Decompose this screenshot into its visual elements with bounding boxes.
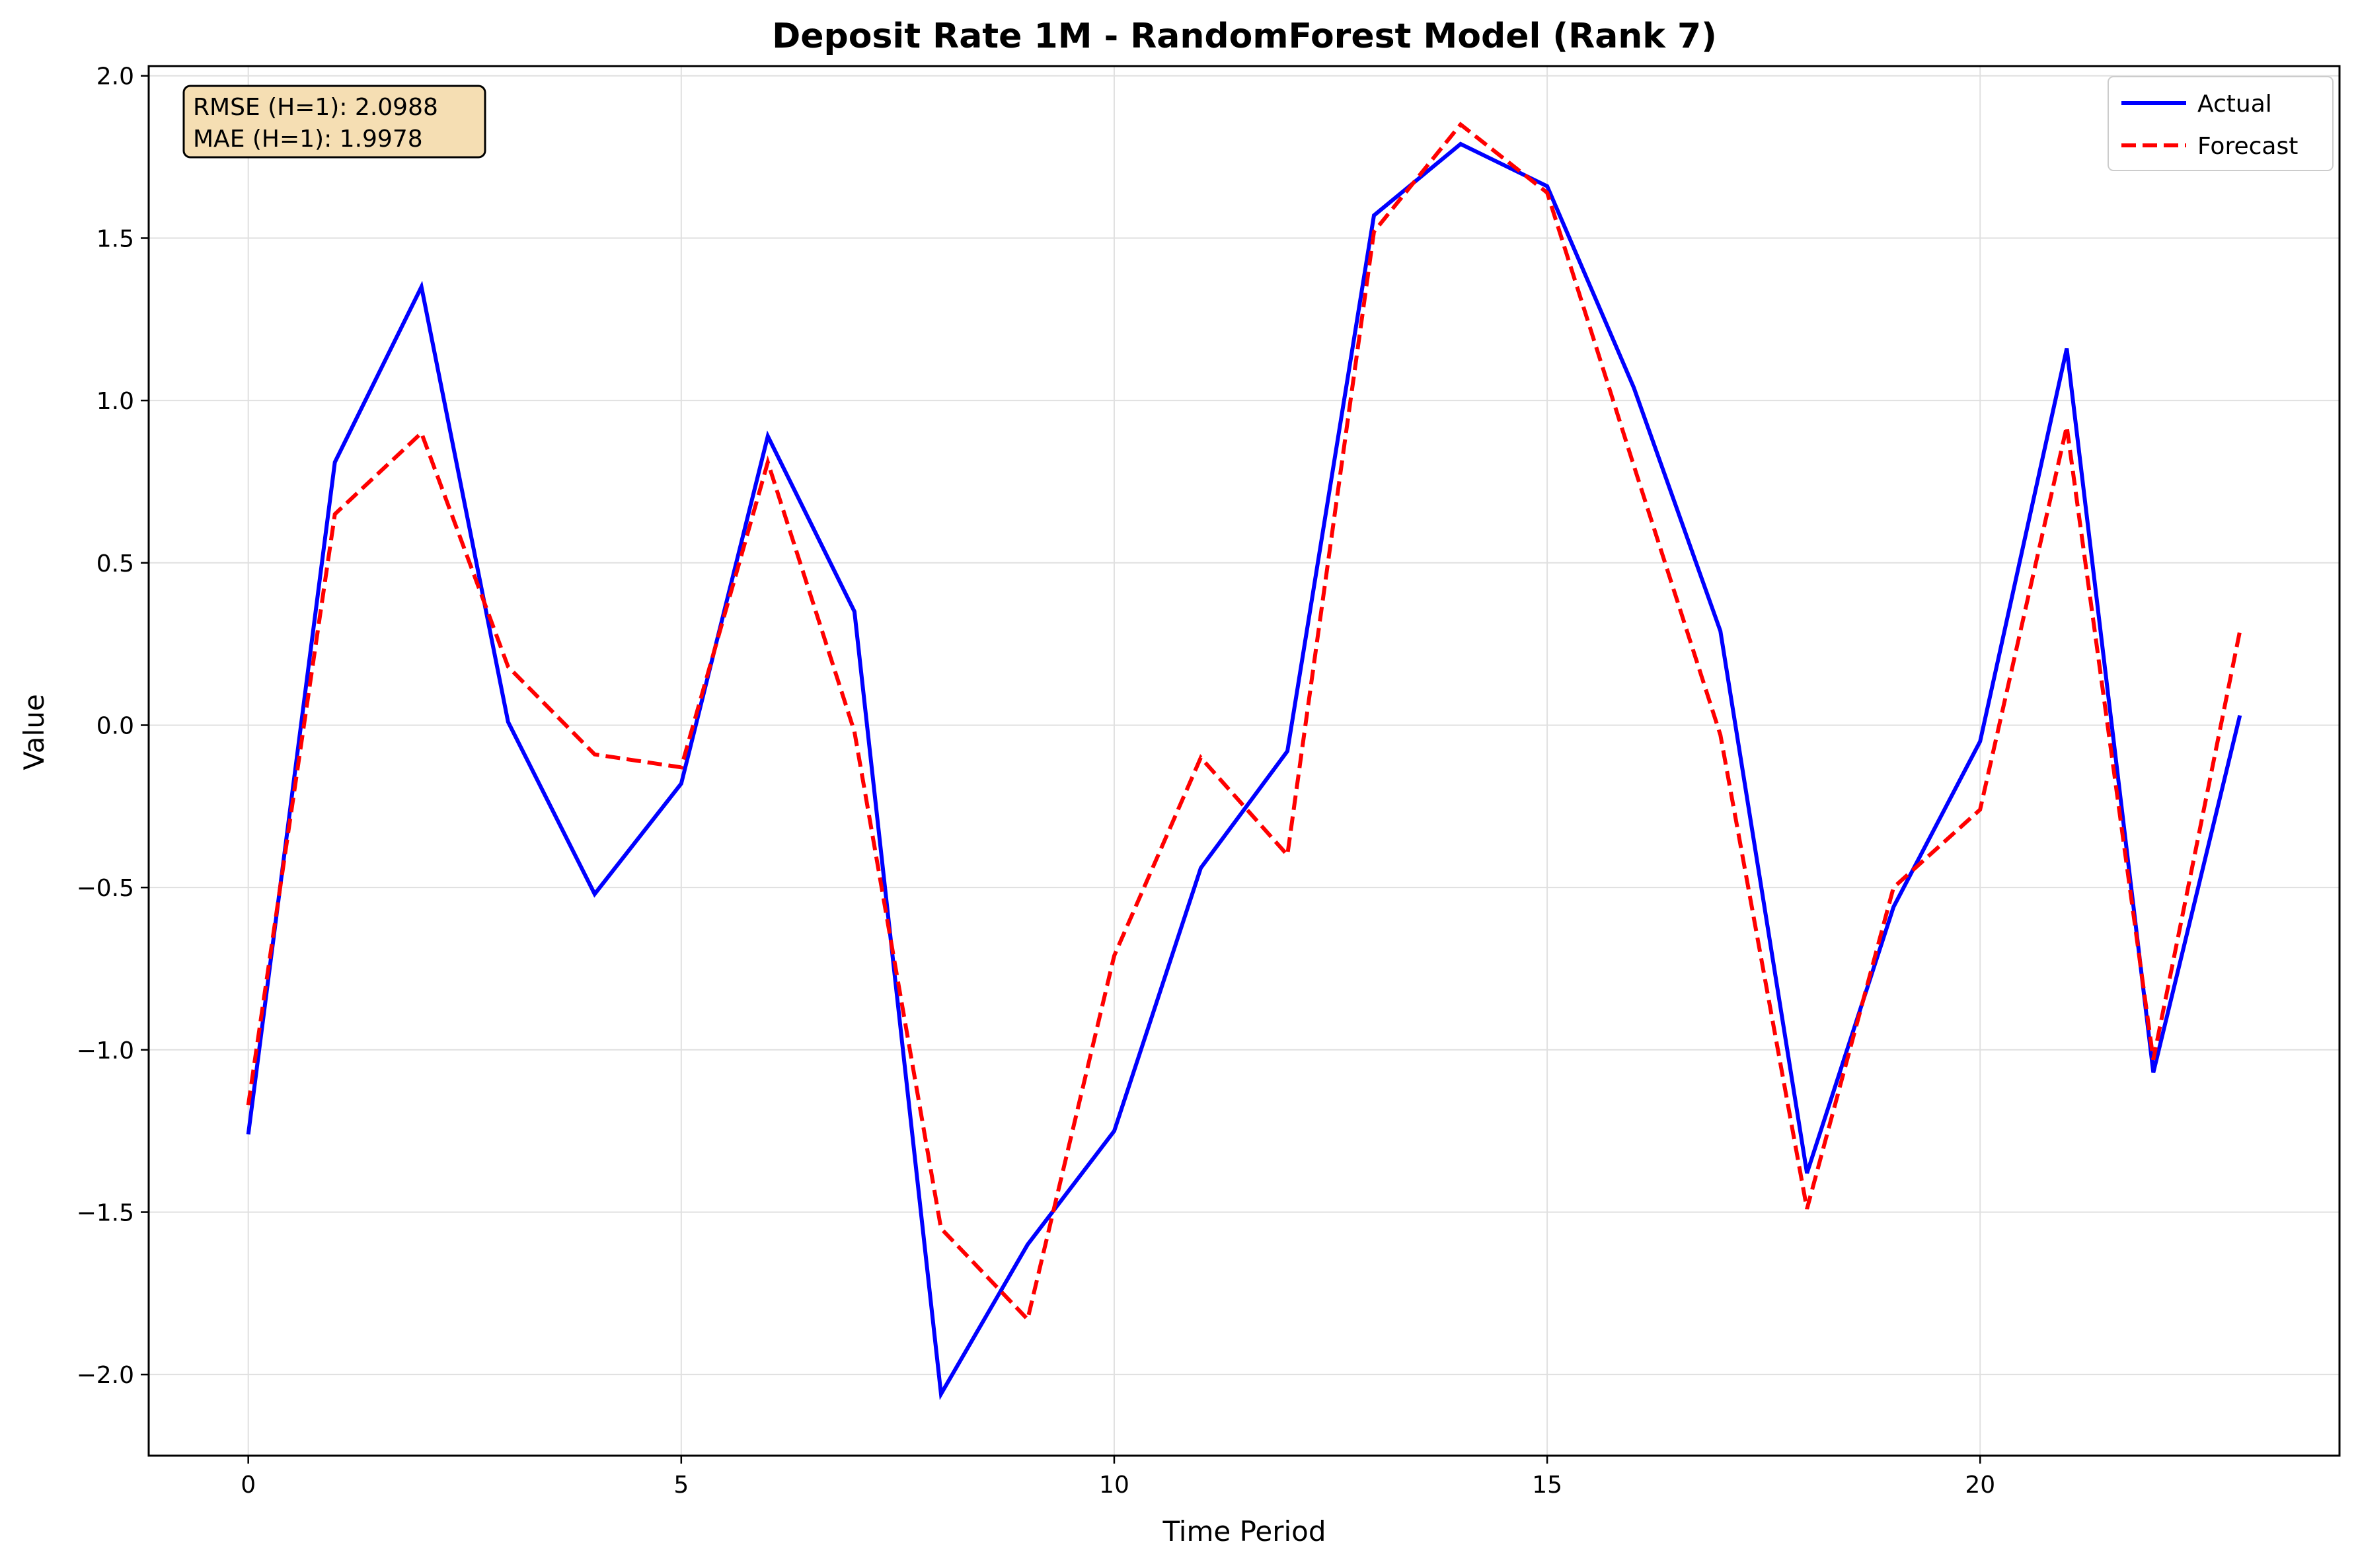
- chart-title: Deposit Rate 1M - RandomForest Model (Ra…: [772, 17, 1717, 56]
- x-tick-label: 20: [1965, 1472, 1995, 1499]
- x-tick-label: 15: [1532, 1472, 1562, 1499]
- x-tick-label: 10: [1099, 1472, 1129, 1499]
- y-tick-label: −2.0: [77, 1362, 134, 1389]
- grid-lines: [149, 66, 2339, 1456]
- y-tick-label: 1.5: [96, 225, 134, 252]
- metrics-annotation-background: [182, 85, 486, 159]
- y-tick-label: 0.0: [96, 712, 134, 739]
- y-tick-label: 2.0: [96, 63, 134, 91]
- y-tick-label: −1.0: [77, 1037, 134, 1064]
- x-tick-label: 5: [673, 1472, 689, 1499]
- legend-label-actual: Actual: [2197, 91, 2272, 118]
- series-line-actual: [246, 141, 2242, 1400]
- y-tick-label: −0.5: [77, 875, 134, 902]
- x-tick-label: 0: [241, 1472, 256, 1499]
- mae-annotation: MAE (H=1): 1.9978: [193, 126, 423, 153]
- plot-frame: [147, 65, 2341, 1457]
- y-tick-label: 1.0: [96, 388, 134, 415]
- series-lines: [246, 122, 2242, 1400]
- y-tick-label: −1.5: [77, 1199, 134, 1226]
- y-axis-label: Value: [18, 694, 50, 770]
- x-axis-label: Time Period: [1162, 1515, 1326, 1548]
- legend: Actual Forecast: [2108, 76, 2334, 171]
- y-tick-label: 0.5: [96, 550, 134, 578]
- rmse-annotation: RMSE (H=1): 2.0988: [193, 94, 438, 121]
- legend-label-forecast: Forecast: [2197, 133, 2298, 160]
- metrics-annotation-box: RMSE (H=1): 2.0988 MAE (H=1): 1.9978: [182, 85, 486, 159]
- axis-ticks: −2.0 −1.5 −1.0 −0.5 0.0 0.5 1.0 1.5 2.0 0 5 10 15 20: [77, 63, 1996, 1499]
- series-line-forecast: [246, 122, 2242, 1324]
